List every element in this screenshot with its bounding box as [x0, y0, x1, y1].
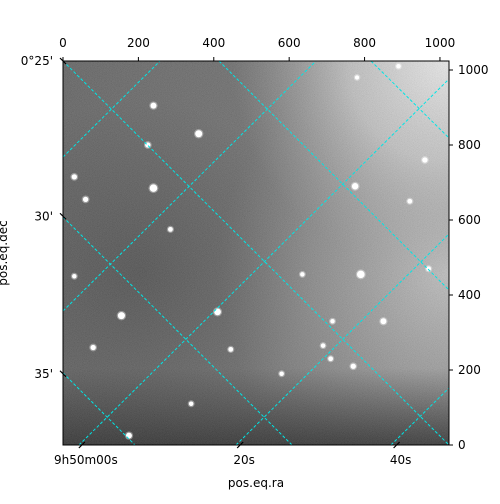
- star: [350, 363, 356, 369]
- top-tick-label: 400: [202, 36, 225, 50]
- right-tick-label: 400: [458, 288, 481, 302]
- star: [320, 343, 326, 348]
- star: [126, 432, 132, 439]
- star: [407, 198, 413, 204]
- top-tick-label: 200: [127, 36, 150, 50]
- star: [72, 273, 77, 279]
- star: [300, 272, 305, 277]
- ra-tick: [78, 441, 86, 449]
- star: [380, 318, 387, 325]
- grid-line: [63, 216, 293, 445]
- dec-axis: 0°25' 30' 35': [21, 54, 67, 381]
- top-tick-label: 1000: [425, 36, 456, 50]
- right-tick-label: 200: [458, 363, 481, 377]
- star: [90, 344, 96, 351]
- grid-line: [370, 61, 449, 139]
- y-axis-label: pos.eq.dec: [0, 220, 10, 285]
- dec-tick-label: 30': [34, 209, 53, 223]
- dec-tick: [59, 212, 67, 220]
- star: [195, 130, 203, 138]
- coordinate-grid: [63, 61, 449, 445]
- star: [71, 174, 77, 180]
- ra-tick-label: 20s: [233, 453, 255, 467]
- ra-tick-label: 40s: [390, 453, 412, 467]
- grid-line: [78, 78, 449, 445]
- star: [150, 102, 157, 109]
- star: [422, 157, 428, 163]
- star: [328, 356, 334, 362]
- star: [117, 312, 125, 320]
- dec-tick: [59, 57, 67, 65]
- ra-tick: [236, 441, 244, 449]
- dec-tick-label: 35': [34, 367, 53, 381]
- star: [188, 401, 194, 407]
- star: [351, 183, 359, 190]
- grid-line: [63, 61, 317, 312]
- star: [354, 75, 360, 80]
- right-pixel-axis: 0 200 400 600 800 1000: [449, 63, 489, 452]
- top-tick-label: 600: [278, 36, 301, 50]
- grid-line: [63, 61, 161, 158]
- star: [82, 196, 89, 203]
- ra-tick-label: 9h50m00s: [54, 453, 118, 467]
- star: [228, 346, 234, 352]
- plot-frame: [62, 60, 450, 446]
- right-tick-label: 1000: [458, 63, 489, 77]
- right-tick-label: 600: [458, 213, 481, 227]
- right-tick-label: 0: [458, 438, 466, 452]
- star: [214, 308, 221, 316]
- grid-line: [390, 387, 449, 445]
- grid-line: [63, 372, 136, 445]
- star: [168, 226, 173, 232]
- top-tick-label: 0: [59, 36, 67, 50]
- ra-axis: 9h50m00s 20s 40s: [54, 441, 412, 467]
- star: [396, 63, 401, 69]
- grid-line: [218, 61, 449, 291]
- grid-line: [63, 61, 449, 445]
- star: [149, 184, 158, 192]
- x-axis-label: pos.eq.ra: [228, 476, 284, 490]
- star: [279, 371, 284, 377]
- star: [356, 270, 365, 279]
- top-pixel-axis: 0 200 400 600 800 1000: [59, 36, 455, 61]
- ra-tick: [393, 441, 401, 449]
- dec-tick: [59, 370, 67, 378]
- star: [330, 318, 335, 324]
- dec-tick-label: 0°25': [21, 54, 53, 68]
- stars-layer: [70, 62, 433, 440]
- star: [426, 266, 432, 272]
- top-tick-label: 800: [353, 36, 376, 50]
- right-tick-label: 800: [458, 138, 481, 152]
